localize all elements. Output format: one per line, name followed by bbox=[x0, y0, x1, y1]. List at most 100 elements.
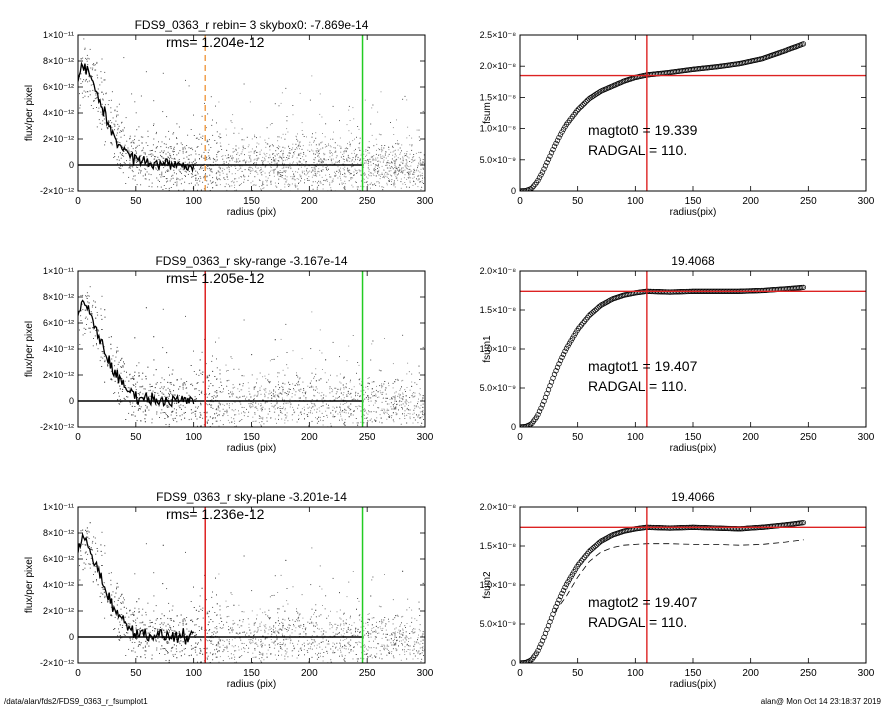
scatter-point bbox=[207, 140, 209, 142]
scatter-point bbox=[88, 75, 90, 77]
scatter-point bbox=[131, 169, 133, 171]
scatter-point bbox=[415, 152, 417, 154]
scatter-point bbox=[232, 148, 234, 150]
fsum-point bbox=[574, 108, 580, 114]
scatter-point bbox=[417, 179, 419, 181]
scatter-point bbox=[147, 366, 149, 368]
scatter-point bbox=[197, 425, 198, 427]
scatter-point bbox=[118, 103, 120, 105]
scatter-point bbox=[212, 407, 214, 409]
scatter-point bbox=[367, 159, 369, 161]
scatter-point bbox=[284, 392, 286, 394]
scatter-point bbox=[420, 417, 422, 419]
scatter-point bbox=[341, 182, 343, 184]
scatter-point bbox=[339, 356, 340, 358]
scatter-point bbox=[173, 148, 175, 150]
scatter-point bbox=[181, 414, 183, 416]
scatter-point bbox=[182, 384, 184, 386]
scatter-point bbox=[400, 187, 402, 189]
scatter-point bbox=[254, 134, 255, 136]
scatter-point bbox=[167, 416, 169, 418]
scatter-point bbox=[159, 174, 161, 176]
scatter-point bbox=[171, 411, 173, 413]
scatter-point bbox=[400, 161, 402, 163]
scatter-point bbox=[342, 394, 344, 396]
scatter-point bbox=[404, 174, 406, 176]
scatter-point bbox=[282, 406, 284, 408]
scatter-point bbox=[165, 389, 167, 391]
scatter-point bbox=[179, 171, 181, 173]
scatter-point bbox=[289, 402, 291, 404]
scatter-point bbox=[151, 182, 153, 184]
scatter-point bbox=[164, 159, 166, 161]
scatter-point bbox=[200, 425, 202, 427]
scatter-point bbox=[274, 411, 276, 413]
scatter-point bbox=[332, 105, 334, 107]
scatter-point bbox=[223, 388, 224, 390]
scatter-point bbox=[113, 157, 115, 158]
scatter-point bbox=[385, 175, 387, 177]
scatter-point bbox=[363, 422, 365, 424]
scatter-point bbox=[136, 129, 138, 131]
scatter-point bbox=[249, 169, 251, 171]
scatter-point bbox=[310, 348, 312, 350]
scatter-point bbox=[321, 116, 323, 118]
scatter-point bbox=[200, 372, 202, 374]
scatter-point bbox=[129, 166, 131, 168]
scatter-point bbox=[168, 366, 170, 368]
scatter-point bbox=[209, 393, 211, 394]
scatter-point bbox=[337, 413, 339, 415]
scatter-point bbox=[384, 389, 386, 391]
scatter-point bbox=[388, 414, 389, 415]
scatter-point bbox=[399, 418, 401, 420]
scatter-point bbox=[145, 375, 147, 377]
scatter-point bbox=[261, 160, 263, 162]
scatter-point bbox=[276, 165, 278, 167]
scatter-point bbox=[411, 137, 413, 139]
scatter-point bbox=[170, 414, 172, 416]
scatter-point bbox=[301, 358, 303, 360]
scatter-point bbox=[299, 174, 301, 176]
scatter-point bbox=[259, 170, 261, 172]
scatter-point bbox=[413, 169, 415, 171]
scatter-point bbox=[256, 167, 258, 169]
scatter-point bbox=[149, 383, 151, 385]
scatter-point bbox=[258, 422, 260, 424]
scatter-point bbox=[133, 142, 135, 143]
scatter-point bbox=[410, 165, 412, 167]
scatter-point bbox=[286, 415, 288, 417]
scatter-point bbox=[161, 156, 163, 158]
scatter-point bbox=[157, 156, 159, 158]
scatter-point bbox=[237, 161, 239, 163]
scatter-point bbox=[138, 405, 140, 407]
scatter-point bbox=[157, 186, 159, 188]
scatter-point bbox=[116, 134, 118, 136]
scatter-point bbox=[350, 173, 352, 175]
scatter-point bbox=[277, 408, 278, 409]
scatter-point bbox=[222, 415, 224, 417]
scatter-point bbox=[147, 396, 149, 398]
scatter-point bbox=[226, 149, 228, 151]
scatter-point bbox=[371, 421, 373, 423]
scatter-point bbox=[223, 177, 225, 179]
scatter-point bbox=[297, 154, 299, 156]
scatter-point bbox=[347, 170, 349, 172]
scatter-point bbox=[284, 183, 286, 185]
scatter-point bbox=[311, 372, 313, 374]
plot-area bbox=[520, 35, 866, 191]
scatter-point bbox=[141, 150, 143, 152]
scatter-point bbox=[332, 178, 334, 180]
scatter-point bbox=[86, 292, 88, 294]
scatter-point bbox=[303, 136, 305, 137]
scatter-point bbox=[325, 174, 327, 176]
scatter-point bbox=[122, 152, 124, 154]
scatter-point bbox=[166, 352, 168, 354]
scatter-point bbox=[193, 114, 194, 116]
scatter-point bbox=[395, 176, 397, 178]
scatter-point bbox=[329, 182, 331, 184]
scatter-point bbox=[195, 178, 197, 180]
scatter-point bbox=[220, 403, 222, 405]
scatter-point bbox=[266, 401, 268, 403]
scatter-point bbox=[116, 346, 118, 348]
scatter-point bbox=[199, 369, 201, 371]
